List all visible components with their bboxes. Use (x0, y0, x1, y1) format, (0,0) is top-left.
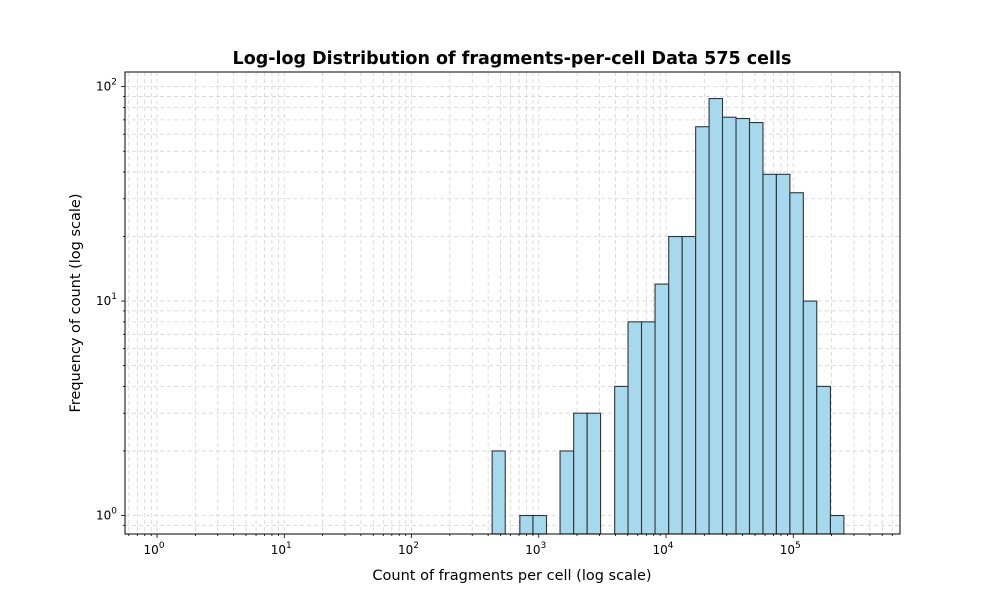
histogram-bar (519, 514, 534, 535)
plot-frame (124, 71, 901, 535)
histogram-bar (802, 300, 818, 535)
y-tick-label: 101 (96, 292, 117, 308)
y-tick-label: 102 (96, 78, 117, 94)
histogram-bar (654, 283, 670, 535)
x-axis-title: Count of fragments per cell (log scale) (372, 568, 651, 584)
y-tick-label: 100 (96, 507, 117, 523)
axis-ticks: 100 101 102 103 104 105 100 101 102 (96, 78, 893, 557)
histogram-bar (681, 235, 697, 535)
chart-title: Log-log Distribution of fragments-per-ce… (233, 49, 792, 69)
histogram-bar (695, 126, 710, 535)
histogram-bar (491, 450, 506, 535)
x-tick-label: 103 (525, 541, 546, 557)
histogram-bar (640, 321, 656, 535)
x-tick-label: 100 (144, 541, 165, 557)
x-tick-label: 104 (653, 541, 674, 557)
histogram-bars (491, 97, 845, 535)
histogram-bar (627, 321, 643, 535)
x-tick-label: 105 (780, 541, 801, 557)
histogram-bar (721, 116, 737, 535)
histogram-bar (559, 450, 575, 535)
y-axis-title: Frequency of count (log scale) (68, 193, 84, 412)
histogram-bar (708, 97, 724, 535)
histogram-bar (829, 514, 845, 535)
histogram-bar (586, 412, 602, 535)
histogram-bar (735, 117, 751, 535)
histogram-bar (668, 235, 683, 535)
x-tick-label: 102 (398, 541, 419, 557)
histogram-bar (748, 121, 764, 535)
histogram-bar (614, 385, 629, 535)
histogram-bar (789, 192, 804, 535)
x-tick-label: 101 (271, 541, 292, 557)
histogram-bar (532, 514, 548, 535)
histogram-bar (816, 385, 831, 535)
histogram-bar (573, 412, 588, 535)
histogram-bar (762, 173, 777, 535)
histogram-bar (775, 173, 791, 535)
